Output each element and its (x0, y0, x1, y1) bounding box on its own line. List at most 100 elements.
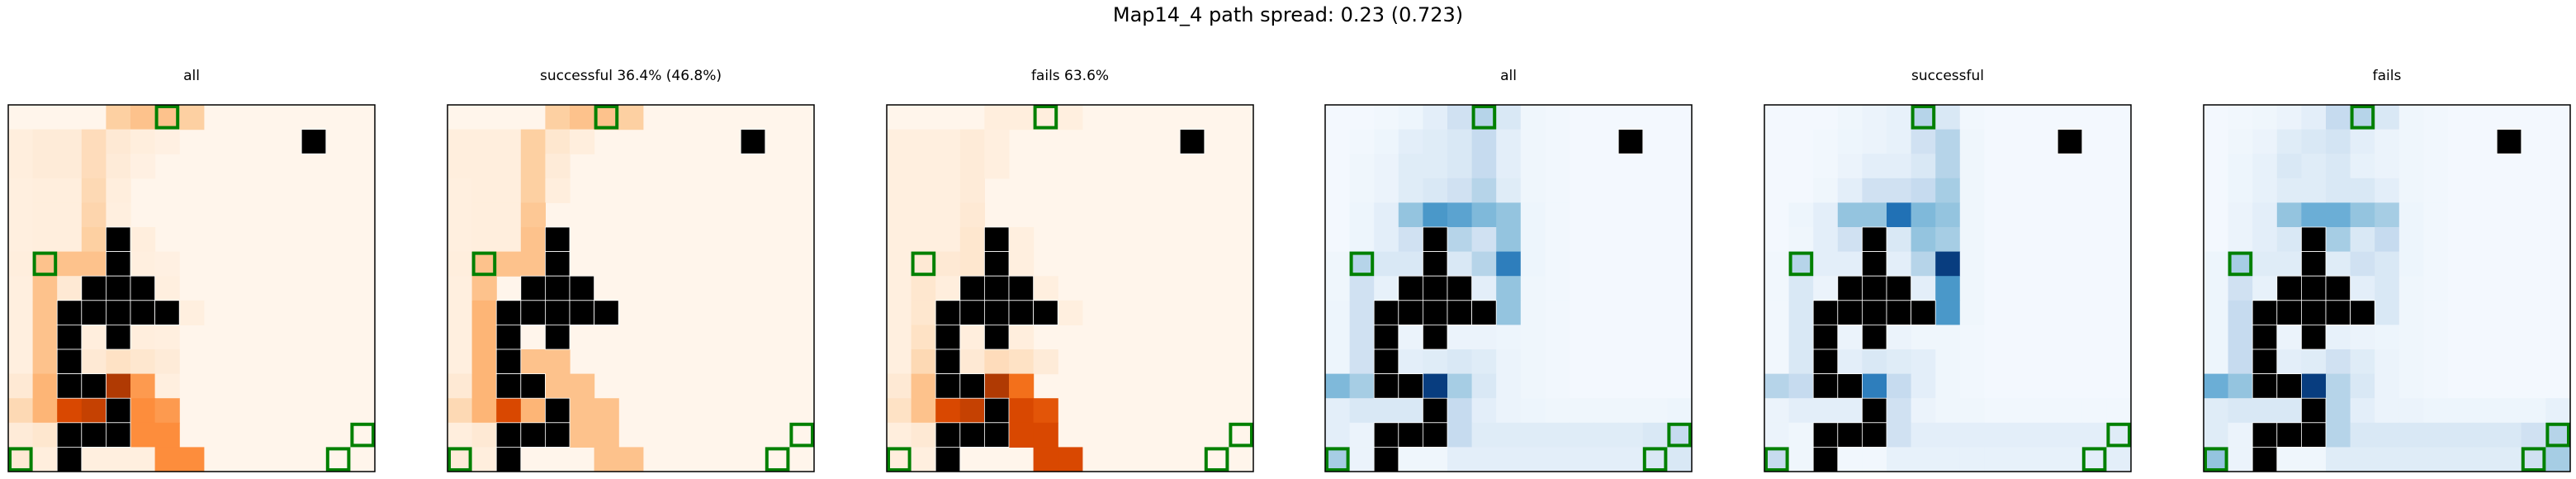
heat-cell (2350, 398, 2375, 424)
heat-cell (2301, 373, 2327, 399)
wall-cell (56, 300, 83, 325)
heat-cell (8, 447, 34, 472)
wall-cell (105, 397, 131, 424)
heat-cell (1570, 325, 1595, 350)
heat-cell (2106, 398, 2132, 424)
heat-cell (1009, 105, 1035, 130)
wall-cell (1886, 300, 1912, 325)
heat-cell (2081, 276, 2107, 301)
heat-cell (1496, 178, 1522, 203)
heat-cell (2204, 251, 2229, 277)
wall-cell (1423, 226, 1448, 253)
heat-cell (1667, 251, 1693, 277)
heat-cell (496, 129, 522, 154)
heat-cell (2398, 300, 2424, 325)
heat-cell (2009, 154, 2034, 179)
heatmap-panel: fails 63.6% (886, 68, 1254, 472)
heat-cell (2009, 178, 2034, 203)
wall-cell (56, 422, 83, 448)
wall-cell (1837, 275, 1863, 301)
heat-cell (1667, 447, 1693, 472)
heat-cell (1618, 349, 1644, 375)
heat-cell (57, 251, 83, 277)
heat-cell (2057, 276, 2083, 301)
heat-cell (2326, 349, 2351, 375)
heat-cell (2081, 178, 2107, 203)
heat-cell (1496, 202, 1522, 228)
heat-cell (1959, 105, 1985, 130)
heat-cell (1471, 154, 1497, 179)
heat-cell (1935, 447, 1961, 472)
heat-cell (1520, 227, 1546, 253)
heat-cell (2228, 251, 2253, 277)
heat-cell (1325, 251, 1351, 277)
heat-cell (154, 398, 180, 424)
heat-cell (2228, 202, 2253, 228)
heat-cell (1520, 154, 1546, 179)
heat-cell (1398, 349, 1423, 375)
heat-cell (1887, 251, 1912, 277)
wall-cell (1398, 300, 1423, 325)
heat-cell (1911, 105, 1936, 130)
heat-cell (1496, 422, 1522, 448)
axes-frame (7, 104, 376, 472)
heat-cell (984, 154, 1010, 179)
heat-cell (130, 349, 156, 375)
heat-cell (2057, 447, 2083, 472)
heat-cell (1570, 349, 1595, 375)
heat-cell (2423, 105, 2449, 130)
heat-cell (1642, 202, 1668, 228)
wall-cell (1447, 300, 1473, 325)
heat-cell (2204, 227, 2229, 253)
heat-cell (447, 129, 473, 154)
heat-cell (618, 105, 644, 130)
heat-cell (1471, 276, 1497, 301)
heat-cell (1911, 202, 1936, 228)
heat-cell (471, 276, 497, 301)
wall-cell (2325, 275, 2351, 301)
wall-cell (959, 422, 985, 448)
wall-cell (1471, 300, 1497, 325)
heat-cell (1374, 129, 1399, 154)
heat-cell (887, 349, 912, 375)
heat-cell (2033, 154, 2058, 179)
heat-cell (1374, 276, 1399, 301)
heat-cell (887, 447, 912, 472)
wall-cell (1837, 373, 1863, 399)
heat-cell (471, 129, 497, 154)
heat-cell (1570, 154, 1595, 179)
heat-cell (1570, 129, 1595, 154)
heat-cell (106, 154, 131, 179)
heat-cell (1959, 129, 1985, 154)
heat-cell (179, 300, 205, 325)
wall-cell (495, 324, 522, 350)
heat-cell (2497, 178, 2522, 203)
wall-cell (1398, 275, 1423, 301)
heat-cell (1959, 251, 1985, 277)
heat-cell (1788, 349, 1814, 375)
wall-cell (569, 275, 595, 301)
heat-cell (2497, 422, 2522, 448)
heat-cell (2204, 178, 2229, 203)
heat-cell (1984, 325, 2010, 350)
heat-cell (2350, 178, 2375, 203)
heat-cell (471, 349, 497, 375)
wall-cell (105, 300, 131, 325)
heat-cell (1398, 227, 1423, 253)
heat-cell (106, 105, 131, 130)
heat-cell (1545, 251, 1570, 277)
heat-cell (1496, 276, 1522, 301)
heat-cell (2448, 129, 2474, 154)
heat-cell (1887, 447, 1912, 472)
heat-cell (2057, 349, 2083, 375)
heat-cell (887, 202, 912, 228)
heat-cell (1642, 227, 1668, 253)
heat-cell (1349, 202, 1375, 228)
heat-cell (1545, 105, 1570, 130)
heat-cell (1764, 251, 1790, 277)
heat-cell (2033, 398, 2058, 424)
heat-cell (2350, 154, 2375, 179)
wall-cell (1008, 275, 1035, 301)
heat-cell (1618, 178, 1644, 203)
heat-cell (1618, 300, 1644, 325)
